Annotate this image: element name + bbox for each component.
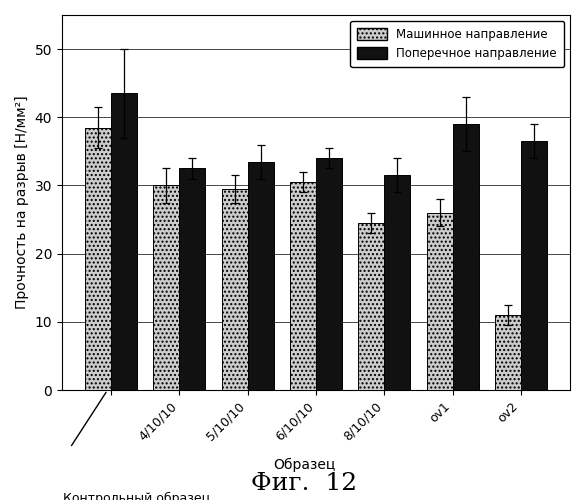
Legend: Машинное направление, Поперечное направление: Машинное направление, Поперечное направл… [350, 21, 564, 67]
Bar [453, 124, 479, 390]
Text: Образец: Образец [273, 458, 335, 472]
Bar [85, 128, 111, 390]
Text: Фиг.  12: Фиг. 12 [251, 472, 357, 495]
Bar [359, 223, 384, 390]
Bar [521, 141, 547, 390]
Bar [111, 94, 137, 390]
Bar [290, 182, 316, 390]
Bar [222, 189, 247, 390]
Bar [495, 315, 521, 390]
Bar [153, 186, 179, 390]
Bar [426, 212, 453, 390]
Bar [384, 175, 410, 390]
Bar [179, 168, 205, 390]
Bar [316, 158, 342, 390]
Bar [247, 162, 274, 390]
Text: Контрольный образец: Контрольный образец [63, 492, 210, 500]
Y-axis label: Прочность на разрыв [Н/мм²]: Прочность на разрыв [Н/мм²] [15, 96, 29, 310]
